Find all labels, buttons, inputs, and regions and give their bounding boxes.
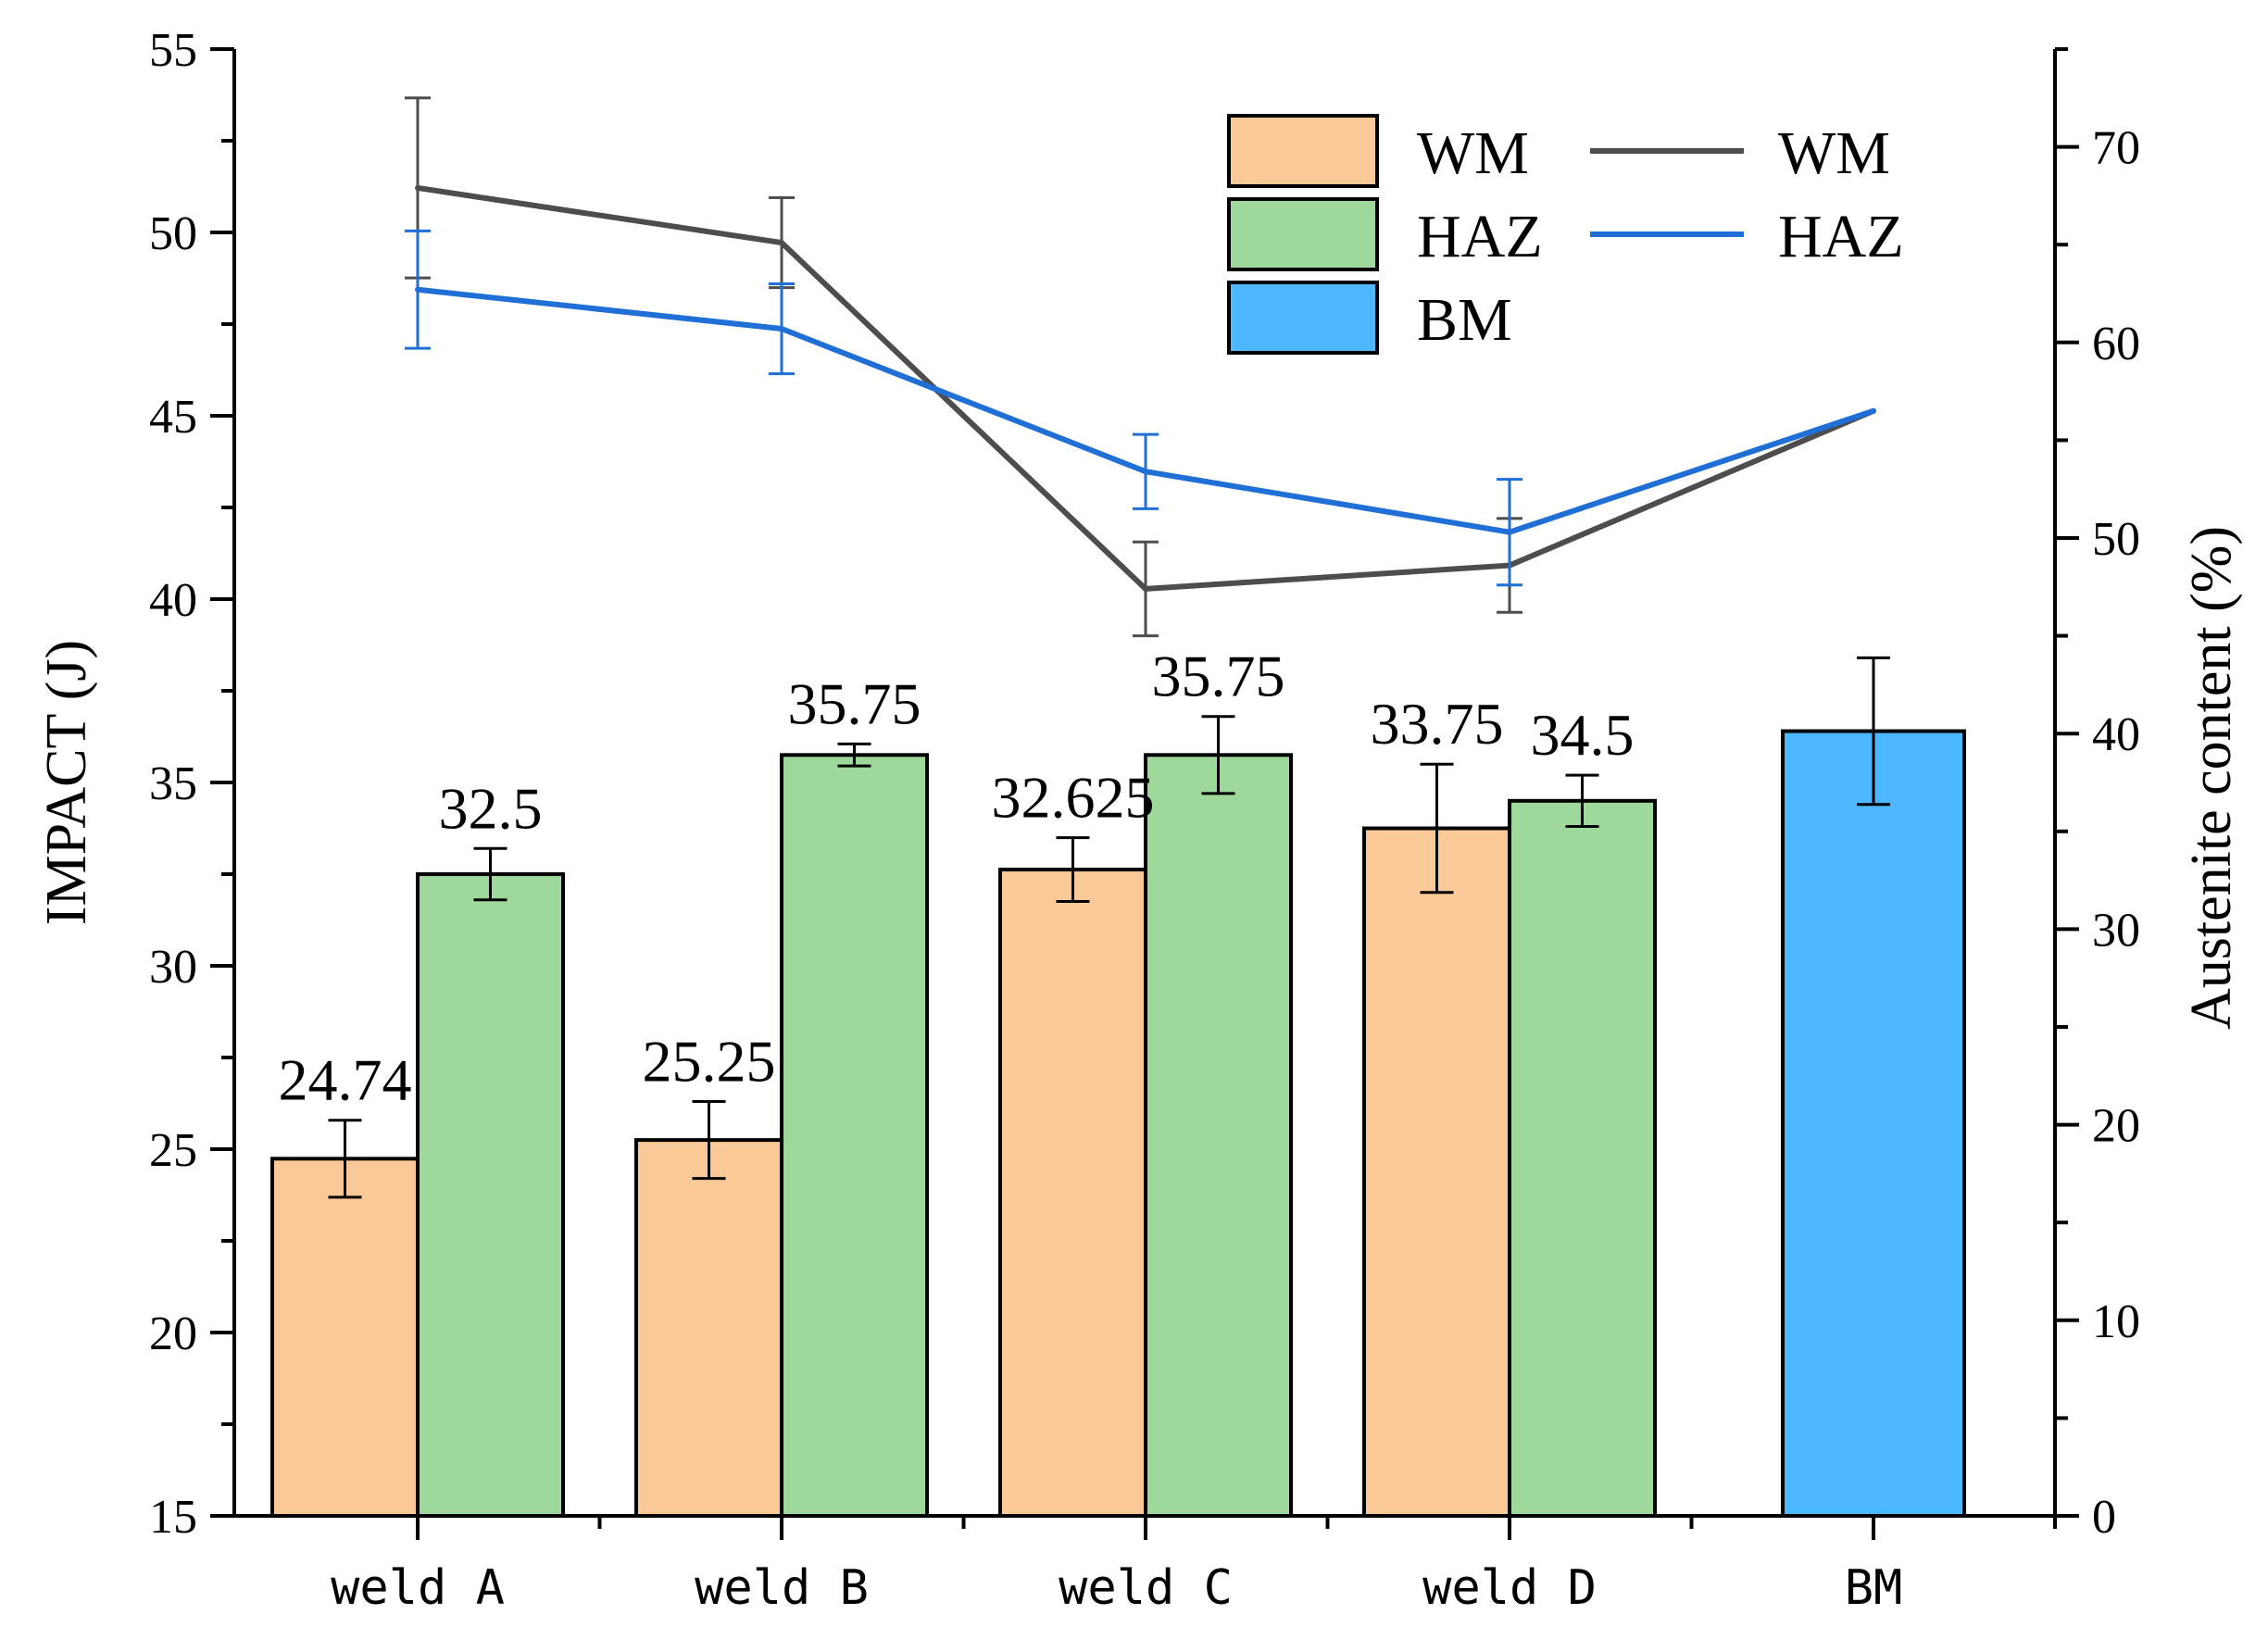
bar-wm-weld-c (998, 868, 1147, 1518)
legend: WM HAZ BM WM HAZ (1227, 114, 1904, 355)
errorbar-wm-weld-b (692, 1100, 726, 1181)
line-errorbar-haz-weld-d (1497, 478, 1522, 587)
data-label-wm-weld-a: 24.74 (279, 1047, 412, 1113)
right-tick-label-10: 10 (2092, 1295, 2140, 1348)
errorbar-haz-weld-a (473, 846, 507, 902)
right-axis-title: Austenite content (%) (2180, 526, 2243, 1030)
legend-label-bar-bm: BM (1417, 286, 1512, 354)
left-tick-label-20: 20 (149, 1308, 197, 1360)
data-label-haz-weld-d: 34.5 (1531, 702, 1635, 768)
bar-bm-bm (1781, 729, 1966, 1518)
data-label-haz-weld-c: 35.75 (1152, 644, 1285, 709)
data-label-wm-weld-d: 33.75 (1371, 691, 1504, 757)
bar-haz-weld-a (416, 872, 565, 1518)
right-tick-label-30: 30 (2092, 904, 2140, 957)
labels-layer: 24.74 25.25 32.625 33.75 32.5 35.75 35.75 34.5 (279, 644, 1635, 1113)
legend-label-bar-wm: WM (1417, 119, 1529, 187)
bar-haz-weld-d (1508, 798, 1657, 1518)
right-tick-label-40: 40 (2092, 708, 2140, 761)
data-label-wm-weld-b: 25.25 (643, 1029, 776, 1095)
right-tick-label-20: 20 (2092, 1100, 2140, 1153)
right-tick-label-50: 50 (2092, 513, 2140, 566)
line-series-wm (417, 184, 1875, 592)
legend-swatch-bar-haz (1227, 197, 1379, 271)
right-tick-label-60: 60 (2092, 318, 2140, 370)
left-tick-label-45: 45 (149, 391, 197, 444)
data-label-haz-weld-a: 32.5 (439, 775, 543, 841)
axes-layer: 15 20 25 30 35 40 45 50 55 0 10 20 30 40 50 60 70 weld A w… (35, 24, 2243, 1616)
left-tick-label-35: 35 (149, 757, 197, 810)
left-axis-title: IMPACT (J) (35, 640, 98, 925)
legend-swatch-bar-wm (1227, 114, 1379, 188)
errorbar-wm-weld-d (1420, 762, 1454, 895)
bar-haz-weld-c (1144, 753, 1293, 1518)
lines-layer (405, 96, 1876, 638)
data-label-haz-weld-b: 35.75 (788, 670, 921, 736)
right-tick-label-0: 0 (2092, 1491, 2116, 1544)
left-tick-label-25: 25 (149, 1124, 197, 1177)
line-errorbar-haz-weld-a (405, 229, 431, 350)
bar-wm-weld-a (270, 1157, 420, 1519)
bar-wm-weld-d (1362, 826, 1511, 1518)
left-tick-label-40: 40 (149, 574, 197, 627)
errorbar-haz-weld-b (837, 742, 871, 768)
x-tick-label-bm: BM (1845, 1560, 1903, 1616)
legend-label-bar-haz: HAZ (1417, 203, 1543, 270)
x-tick-label-weld-b: weld B (695, 1560, 869, 1616)
errorbar-wm-weld-a (328, 1119, 362, 1199)
left-tick-label-15: 15 (149, 1491, 197, 1544)
errorbar-wm-weld-c (1056, 836, 1090, 904)
legend-swatch-bar-bm (1227, 281, 1379, 355)
line-errorbar-wm-weld-c (1133, 540, 1159, 638)
left-tick-label-30: 30 (149, 941, 197, 994)
errorbar-haz-weld-d (1565, 773, 1599, 829)
left-tick-label-55: 55 (149, 24, 197, 77)
line-errorbar-haz-weld-c (1133, 432, 1159, 510)
errorbar-haz-weld-c (1201, 715, 1235, 795)
right-tick-label-70: 70 (2092, 122, 2140, 175)
x-tick-label-weld-d: weld D (1422, 1560, 1597, 1616)
line-errorbar-haz-weld-b (769, 282, 795, 376)
bars-layer (270, 656, 1966, 1519)
line-point-haz-bm (1871, 407, 1876, 414)
x-tick-label-weld-c: weld C (1059, 1560, 1233, 1616)
bar-wm-weld-b (634, 1138, 783, 1518)
legend-label-line-wm: WM (1778, 119, 1890, 187)
data-label-wm-weld-c: 32.625 (992, 765, 1155, 831)
legend-label-line-haz: HAZ (1778, 203, 1904, 270)
left-tick-label-50: 50 (149, 207, 197, 260)
errorbar-bm-bm (1857, 656, 1890, 807)
bar-haz-weld-b (780, 753, 929, 1518)
x-tick-label-weld-a: weld A (331, 1560, 505, 1616)
